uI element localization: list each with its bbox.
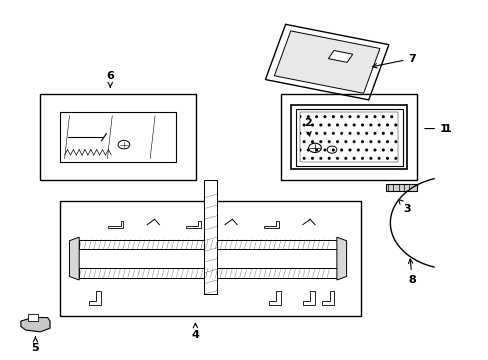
Polygon shape: [302, 291, 314, 305]
Text: 5: 5: [32, 337, 39, 353]
Bar: [203, 180, 216, 294]
Bar: [60, 112, 176, 162]
Polygon shape: [274, 31, 379, 93]
Polygon shape: [322, 291, 334, 305]
Bar: [281, 94, 416, 180]
Polygon shape: [21, 318, 50, 332]
Bar: [40, 94, 196, 180]
Polygon shape: [264, 221, 278, 228]
Text: 7: 7: [372, 54, 415, 68]
Text: 3: 3: [398, 199, 410, 213]
Polygon shape: [186, 221, 201, 228]
Polygon shape: [69, 237, 79, 280]
Polygon shape: [385, 184, 416, 191]
Bar: [28, 314, 38, 321]
Polygon shape: [268, 291, 281, 305]
Polygon shape: [336, 237, 346, 280]
Text: 4: 4: [191, 323, 199, 341]
Text: 1: 1: [443, 123, 451, 134]
Bar: [79, 268, 336, 278]
Bar: [60, 202, 361, 316]
Text: 1: 1: [424, 123, 447, 134]
Text: 8: 8: [407, 259, 415, 285]
Polygon shape: [89, 291, 101, 305]
Polygon shape: [108, 221, 122, 228]
Bar: [79, 240, 336, 249]
Bar: [290, 105, 407, 169]
Bar: [295, 109, 402, 166]
Bar: [300, 112, 397, 162]
Text: 6: 6: [106, 71, 114, 87]
Polygon shape: [328, 50, 352, 62]
Text: 2: 2: [303, 118, 311, 136]
